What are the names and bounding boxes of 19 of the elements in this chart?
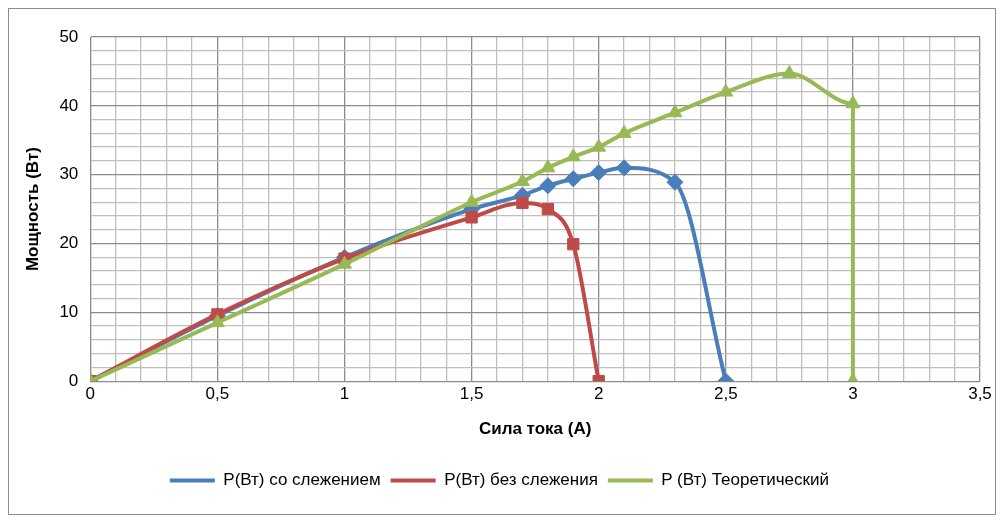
legend-label: P (Вт) Теоретический [661,470,829,490]
x-tick-label: 3 [848,384,858,404]
x-tick-label: 0 [85,384,96,404]
x-tick-label: 2,5 [713,384,738,404]
y-tick-label: 20 [59,233,79,253]
y-tick-label: 40 [59,95,79,115]
y-tick-label: 0 [68,370,79,390]
x-axis-title: Сила тока (А) [478,419,592,439]
x-tick-label: 0,5 [205,384,230,404]
y-tick-label: 30 [59,164,79,184]
legend-label: P(Вт) без слежения [444,470,598,490]
y-tick-label: 50 [59,26,79,46]
legend-label: P(Вт) со слежением [223,470,381,490]
y-tick-label: 10 [59,302,79,322]
x-tick-label: 1 [339,384,350,404]
x-tick-label: 2 [593,384,604,404]
y-axis-title: Мощность (Вт) [22,147,42,272]
x-tick-label: 1,5 [459,384,484,404]
x-tick-label: 3,5 [968,384,992,404]
